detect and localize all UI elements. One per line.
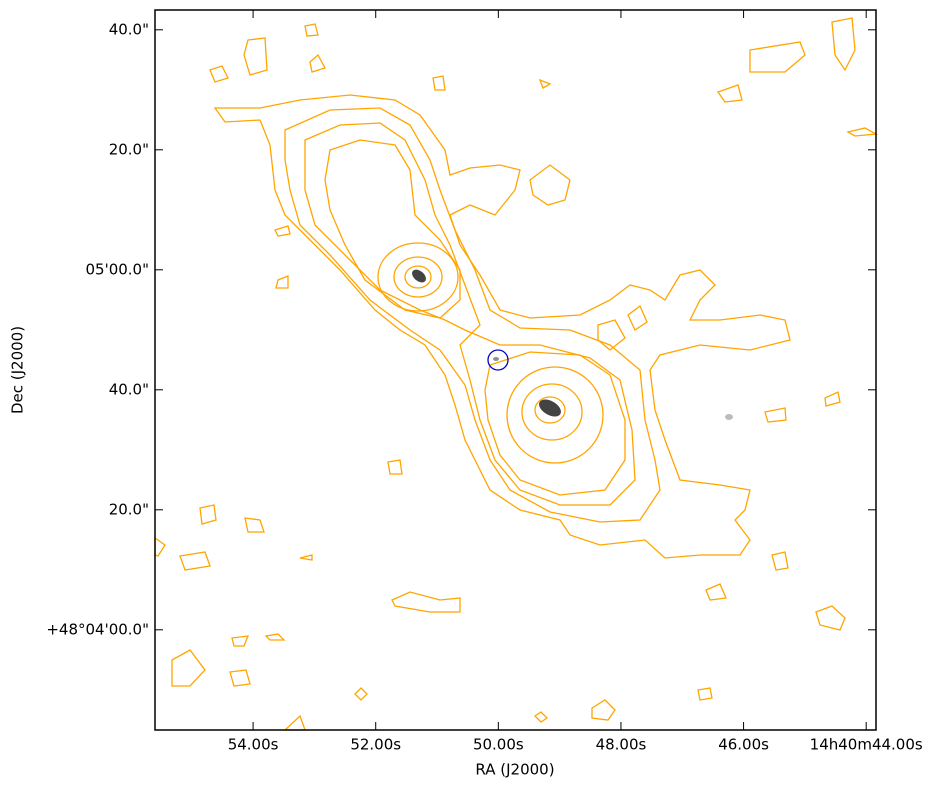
contour xyxy=(179,551,211,571)
contour xyxy=(764,407,787,423)
y-tick-label: 20.0" xyxy=(109,140,149,158)
contour xyxy=(815,605,846,631)
contour xyxy=(484,351,626,496)
contour xyxy=(309,53,326,73)
x-tick-label: 54.00s xyxy=(228,736,279,754)
y-tick-label: 05'00.0" xyxy=(85,260,149,278)
contour xyxy=(209,65,229,83)
image-area xyxy=(155,10,876,730)
contour xyxy=(231,635,250,647)
contour xyxy=(304,23,319,37)
x-tick-label: 14h40m44.00s xyxy=(810,736,923,754)
contour xyxy=(627,304,648,331)
y-tick-label: 20.0" xyxy=(109,500,149,518)
contour xyxy=(393,256,443,298)
x-tick-label: 48.00s xyxy=(596,736,647,754)
contour xyxy=(404,265,432,289)
y-tick-label: 40.0" xyxy=(109,380,149,398)
x-tick-label: 50.00s xyxy=(473,736,524,754)
contour xyxy=(229,669,251,687)
y-axis-label: Dec (J2000) xyxy=(9,326,27,414)
sources xyxy=(412,269,733,420)
contour xyxy=(591,699,616,721)
contour xyxy=(391,591,461,613)
contours xyxy=(154,17,879,731)
contour xyxy=(831,17,856,72)
y-tick-label: 40.0" xyxy=(109,20,149,38)
x-tick-label: 52.00s xyxy=(350,736,401,754)
x-tick-label: 46.00s xyxy=(718,736,769,754)
contour xyxy=(506,366,604,464)
contour xyxy=(705,583,727,601)
contour xyxy=(749,41,806,73)
contour xyxy=(534,396,566,424)
source xyxy=(412,269,426,283)
contour xyxy=(284,107,661,523)
contour xyxy=(275,275,289,289)
contour xyxy=(304,122,636,506)
source xyxy=(539,399,561,417)
contour xyxy=(538,78,552,89)
marker-circle xyxy=(487,349,509,371)
y-tick-label: +48°04'00.0" xyxy=(46,620,149,638)
contour xyxy=(243,37,268,76)
source xyxy=(493,357,499,361)
contour xyxy=(324,139,461,319)
contour xyxy=(199,504,217,525)
contour xyxy=(432,75,446,91)
x-axis-label: RA (J2000) xyxy=(475,761,554,779)
contour xyxy=(354,687,368,701)
contour xyxy=(244,517,265,533)
contour xyxy=(771,551,789,571)
contour xyxy=(716,84,743,103)
contour xyxy=(213,94,791,559)
contour xyxy=(299,554,313,561)
contour xyxy=(171,649,206,687)
contour xyxy=(533,711,549,723)
contour xyxy=(697,687,713,701)
source xyxy=(725,414,733,420)
plot-frame xyxy=(154,9,877,731)
contour xyxy=(597,319,626,351)
contour xyxy=(377,242,459,312)
contour xyxy=(529,164,571,206)
contour xyxy=(521,383,583,441)
contour xyxy=(274,225,291,237)
contour xyxy=(824,391,841,407)
contour xyxy=(387,459,403,475)
contour xyxy=(264,633,286,641)
